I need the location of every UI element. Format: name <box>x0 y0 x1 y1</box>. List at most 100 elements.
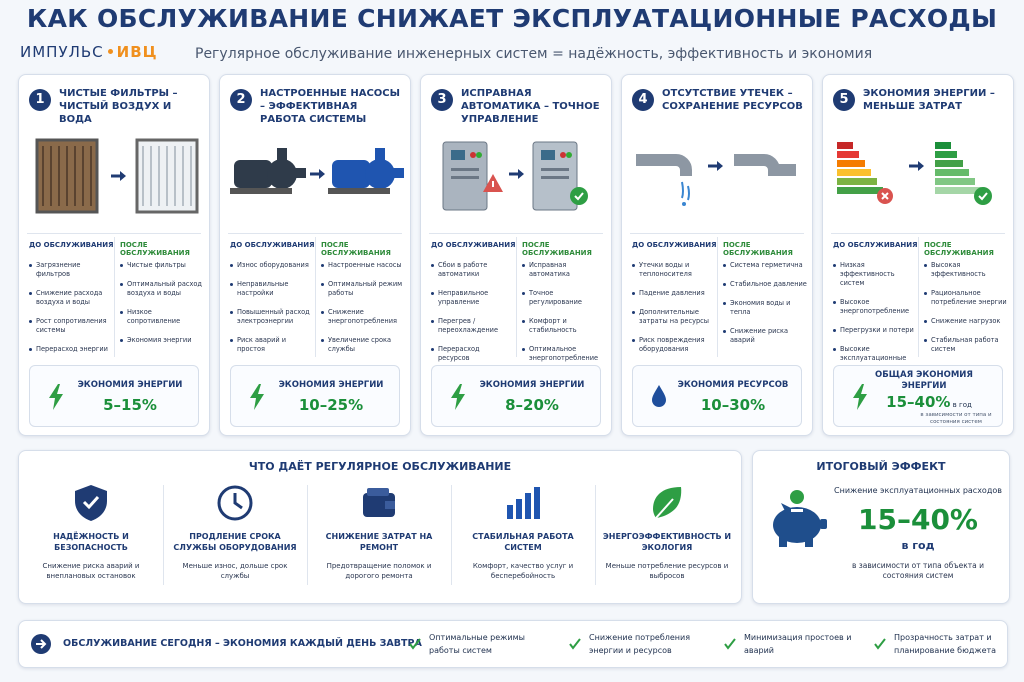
bullet <box>522 348 525 351</box>
item-text: Оптимальный режим работы <box>328 280 403 297</box>
bullet <box>230 311 233 314</box>
card-illustration <box>421 130 611 224</box>
item-text: Перегрузки и потери <box>840 326 914 334</box>
icon-path <box>409 638 421 650</box>
icon-path <box>881 192 889 200</box>
step-number: 2 <box>230 89 252 111</box>
check-icon <box>409 635 421 654</box>
process-card: 1 ЧИСТЫЕ ФИЛЬТРЫ – ЧИСТЫЙ ВОЗДУХ И ВОДА ДО… <box>18 74 210 436</box>
logo-name: ИМПУЛЬС <box>20 43 104 61</box>
item-text: Рост сопротивления системы <box>36 317 107 334</box>
icon-path <box>717 161 723 171</box>
icon-rect <box>507 505 513 519</box>
icon-rect <box>332 160 370 188</box>
bullet <box>924 320 927 323</box>
icon-rect <box>837 160 865 167</box>
bullet <box>321 339 324 342</box>
divider <box>114 237 115 357</box>
item-text: Оптимальное энергопотребление <box>529 345 599 362</box>
result-label: Снижение эксплуатационных расходов <box>834 486 1002 495</box>
before-item: Повышенный расход электроэнергии <box>230 308 312 326</box>
item-text: Дополнительные затраты на ресурсы <box>639 308 709 325</box>
icon-rect <box>363 493 395 517</box>
divider <box>918 237 919 357</box>
before-item: Риск аварий и простоя <box>230 336 312 354</box>
item-text: Комфорт и стабильность <box>529 317 577 334</box>
icon-rect <box>791 509 803 512</box>
icon-svg <box>35 138 199 214</box>
before-list: Загрязнение фильтров Снижение расхода воз… <box>29 261 111 364</box>
icon-rect <box>837 142 853 149</box>
item-text: Перерасход ресурсов <box>438 345 480 362</box>
after-item: Снижение риска аварий <box>723 327 807 345</box>
icon-path <box>652 385 666 407</box>
after-item: Комфорт и стабильность <box>522 317 606 335</box>
bullet <box>522 292 525 295</box>
icon-path <box>451 384 465 410</box>
icon-path <box>636 154 692 176</box>
bullet <box>29 264 32 267</box>
after-item: Стабильное давление <box>723 280 807 289</box>
before-list: Низкая эффективность систем Высокое энерг… <box>833 261 915 382</box>
divider <box>27 233 201 234</box>
check-icon <box>569 635 581 654</box>
benefit-text: Предотвращение поломок и дорогого ремонт… <box>326 562 432 580</box>
icon-svg <box>451 384 465 410</box>
item-text: Снижение риска аварий <box>730 327 789 344</box>
item-text: Снижение энергопотребления <box>328 308 397 325</box>
icon-svg <box>724 638 736 650</box>
item-text: Низкое сопротивление <box>127 308 181 325</box>
icon-rect <box>367 488 389 496</box>
item-text: Исправная автоматика <box>529 261 570 278</box>
icon-rect <box>516 499 522 519</box>
item-text: Риск повреждения оборудования <box>639 336 705 353</box>
icon-svg <box>230 148 404 194</box>
bullet <box>632 311 635 314</box>
footer-item: Снижение потребления энергии и ресурсов <box>589 633 691 655</box>
divider <box>831 233 1005 234</box>
item-text: Сбои в работе автоматики <box>438 261 488 278</box>
card-illustration <box>19 130 209 224</box>
bullet <box>29 348 32 351</box>
saving-box: ЭКОНОМИЯ ЭНЕРГИИ 5–15% <box>29 365 199 427</box>
after-item: Точное регулирование <box>522 289 606 307</box>
before-label: ДО ОБСЛУЖИВАНИЯ <box>833 241 918 249</box>
after-label: ПОСЛЕ ОБСЛУЖИВАНИЯ <box>522 241 592 257</box>
icon-svg <box>49 384 63 410</box>
icon-path <box>724 638 736 650</box>
bullet <box>431 264 434 267</box>
icon-rect <box>837 169 871 176</box>
saving-icon <box>446 382 470 416</box>
process-card: 5 ЭКОНОМИЯ ЭНЕРГИИ – МЕНЬШЕ ЗАТРАТ ДО ОБСЛ… <box>822 74 1014 436</box>
icon-svg <box>507 487 540 519</box>
item-text: Стабильное давление <box>730 280 807 288</box>
item-text: Повышенный расход электроэнергии <box>237 308 310 325</box>
saving-box: ЭКОНОМИЯ ЭНЕРГИИ 8–20% <box>431 365 601 427</box>
icon-rect <box>534 487 540 519</box>
saving-box: ЭКОНОМИЯ РЕСУРСОВ 10–30% <box>632 365 802 427</box>
icon-svg <box>442 141 588 211</box>
bullet <box>321 283 324 286</box>
step-number: 1 <box>29 89 51 111</box>
bullet <box>321 311 324 314</box>
divider <box>451 485 452 585</box>
bullet <box>632 264 635 267</box>
divider <box>429 233 603 234</box>
icon-circle <box>790 490 804 504</box>
before-item: Риск повреждения оборудования <box>632 336 714 354</box>
benefit-text: Меньше износ, дольше срок службы <box>182 562 288 580</box>
icon-path <box>681 181 690 201</box>
icon-path <box>569 638 581 650</box>
item-text: Настроенные насосы <box>328 261 402 269</box>
benefit-title: ПРОДЛЕНИЕ СРОКА СЛУЖБЫ ОБОРУДОВАНИЯ <box>173 532 297 552</box>
item-text: Износ оборудования <box>237 261 309 269</box>
before-item: Высокое энергопотребление <box>833 298 915 316</box>
icon-path <box>82 495 100 510</box>
item-text: Экономия воды и тепла <box>730 299 791 316</box>
before-list: Сбои в работе автоматики Неправильное упр… <box>431 261 513 373</box>
item-text: Неправильные настройки <box>237 280 289 297</box>
bullet <box>723 283 726 286</box>
benefit-title: СТАБИЛЬНАЯ РАБОТА СИСТЕМ <box>472 532 574 552</box>
bullet <box>120 339 123 342</box>
